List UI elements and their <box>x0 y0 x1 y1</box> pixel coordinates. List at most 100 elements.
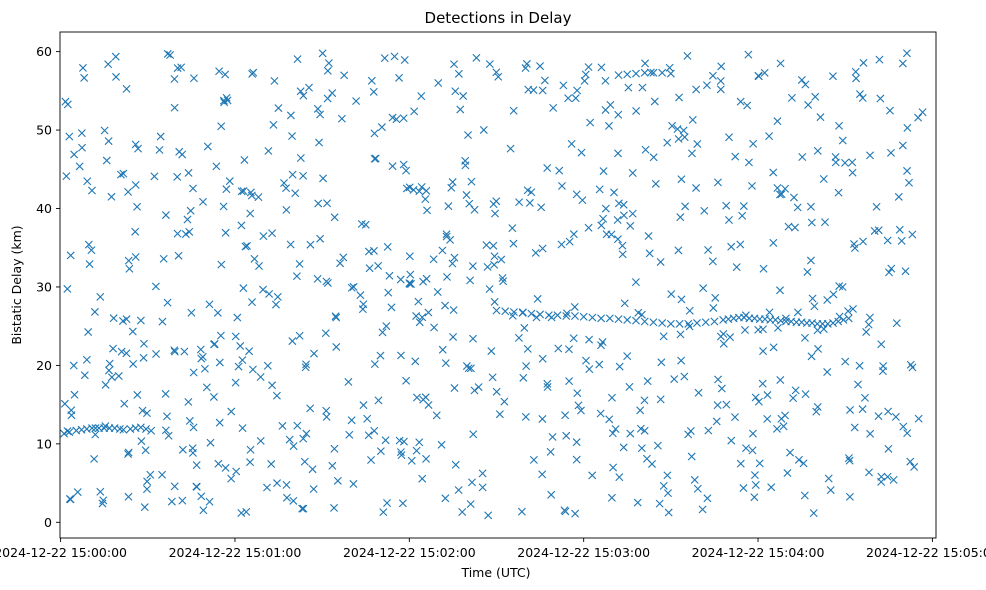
detection-point <box>490 260 499 269</box>
detection-point <box>65 132 74 141</box>
detection-point <box>446 235 455 244</box>
detection-point <box>215 67 224 76</box>
detection-point <box>259 285 268 294</box>
detection-point <box>698 505 707 514</box>
detection-point <box>310 349 318 358</box>
track-point <box>605 314 614 323</box>
track-point <box>579 312 588 321</box>
detection-point <box>524 85 533 94</box>
detection-point <box>820 218 829 227</box>
x-tick-label: 2024-12-22 15:03:00 <box>517 545 650 560</box>
detection-point <box>370 426 379 435</box>
detection-point <box>597 341 606 350</box>
detection-point <box>677 295 686 304</box>
detection-point <box>197 492 206 501</box>
detection-point <box>444 202 453 211</box>
detection-point <box>282 205 291 214</box>
detection-point <box>239 187 248 195</box>
detection-point <box>859 237 868 246</box>
detection-point <box>885 106 894 115</box>
detection-point <box>540 76 549 85</box>
detection-point <box>158 317 167 326</box>
detection-point <box>396 448 405 457</box>
detection-point <box>96 487 105 496</box>
detection-point <box>286 111 295 120</box>
detection-point <box>129 359 138 368</box>
detection-point <box>841 158 849 167</box>
detection-point <box>319 174 328 183</box>
detection-point <box>239 284 248 293</box>
x-axis-ticks: 2024-12-22 15:00:00 2024-12-22 15:01:00 20… <box>0 538 986 560</box>
detection-point <box>865 468 873 477</box>
track-point <box>119 425 128 434</box>
detection-point <box>125 264 134 273</box>
detection-point <box>850 423 859 432</box>
detection-point <box>376 447 385 456</box>
detection-point <box>653 441 662 450</box>
detection-point <box>819 325 828 334</box>
detection-point <box>773 323 782 332</box>
detection-point <box>203 142 212 151</box>
detection-point <box>60 399 69 408</box>
detection-point <box>396 351 405 360</box>
detection-point <box>620 299 629 308</box>
detection-point <box>424 308 433 317</box>
detection-point <box>246 445 255 454</box>
detection-point <box>674 134 683 143</box>
detection-point <box>328 461 337 470</box>
detection-point <box>522 362 531 371</box>
detection-point <box>559 81 568 90</box>
detection-point <box>90 307 99 316</box>
detection-point <box>221 228 230 237</box>
detection-point <box>259 232 268 241</box>
detection-point <box>760 68 769 77</box>
track-point <box>658 319 667 328</box>
x-tick-label: 2024-12-22 15:01:00 <box>169 545 302 560</box>
y-tick-label: 20 <box>36 358 52 373</box>
detection-point <box>508 224 517 233</box>
detection-point <box>367 76 376 85</box>
detection-point <box>146 470 155 479</box>
detection-point <box>632 106 641 115</box>
detection-point <box>466 276 475 285</box>
detection-point <box>643 377 652 386</box>
detection-point <box>533 294 542 303</box>
detection-point <box>313 274 322 283</box>
detection-point <box>124 187 133 196</box>
detection-point <box>192 482 201 491</box>
detection-point <box>345 430 354 439</box>
detection-point <box>831 158 840 167</box>
detection-point <box>636 406 645 415</box>
track-point <box>666 319 675 328</box>
detection-point <box>883 236 892 245</box>
detection-point <box>855 361 864 370</box>
detection-point <box>210 340 219 349</box>
detection-point <box>322 412 331 421</box>
detection-point <box>188 448 197 457</box>
detection-point <box>574 401 583 410</box>
detection-point <box>318 49 327 58</box>
detection-point <box>309 485 318 494</box>
detection-point <box>769 343 778 352</box>
detection-point <box>156 132 165 141</box>
detection-point <box>633 498 642 507</box>
detection-point <box>205 300 214 309</box>
detection-point <box>800 333 809 342</box>
detection-point <box>273 479 282 488</box>
detection-point <box>433 288 442 296</box>
detection-point <box>104 137 113 146</box>
detection-point <box>675 93 684 102</box>
detection-point <box>285 435 294 444</box>
detection-point <box>659 481 668 490</box>
detection-point <box>567 139 576 148</box>
detection-point <box>866 151 874 160</box>
detection-point <box>451 87 460 96</box>
detection-point <box>84 328 93 337</box>
track-point <box>527 309 536 318</box>
detection-point <box>490 297 499 306</box>
detection-point <box>614 199 623 208</box>
detection-point <box>315 138 324 147</box>
detection-point <box>402 166 411 175</box>
detection-point <box>381 436 390 445</box>
detection-point <box>415 318 424 327</box>
